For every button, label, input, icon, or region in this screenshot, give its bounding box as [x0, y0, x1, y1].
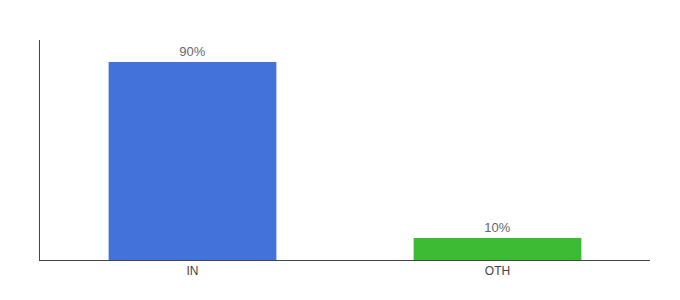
svg-text:10%: 10% — [484, 220, 510, 235]
svg-text:OTH: OTH — [485, 264, 510, 278]
svg-text:90%: 90% — [179, 44, 205, 59]
svg-text:IN: IN — [187, 264, 199, 278]
